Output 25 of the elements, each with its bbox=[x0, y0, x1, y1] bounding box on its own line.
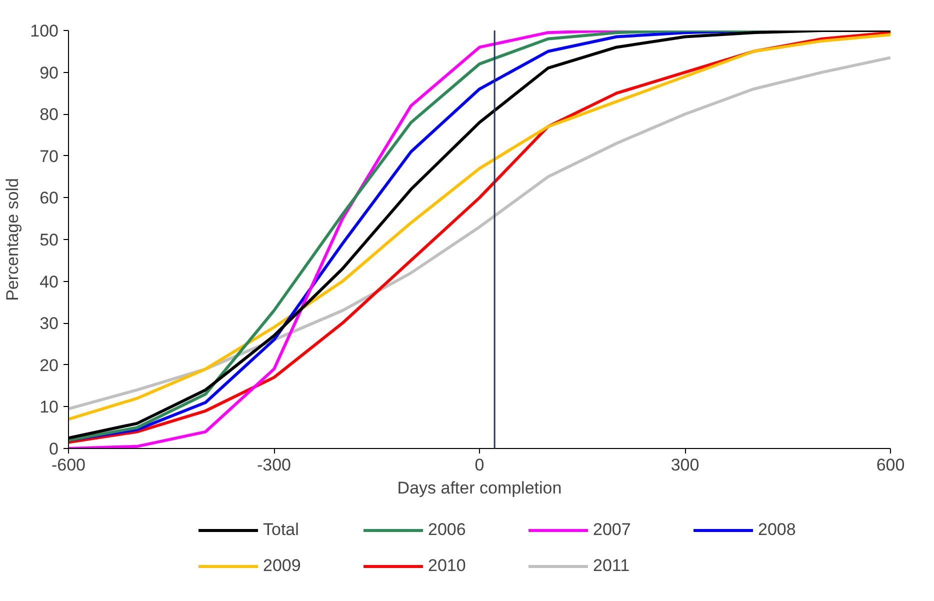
y-tick-label: 30 bbox=[40, 314, 59, 334]
y-tick-label: 60 bbox=[40, 188, 59, 208]
legend-label: 2007 bbox=[593, 520, 632, 540]
x-tick-label: 300 bbox=[670, 456, 700, 474]
x-tick-label: -600 bbox=[51, 456, 86, 474]
y-tick-label: 40 bbox=[40, 272, 59, 292]
y-tick-label: 80 bbox=[40, 105, 59, 124]
legend-label: 2009 bbox=[263, 556, 302, 576]
x-tick-label: 0 bbox=[474, 456, 484, 474]
legend-label: 2011 bbox=[593, 556, 631, 576]
x-axis-title: Days after completion bbox=[397, 478, 562, 498]
y-axis-title: Percentage sold bbox=[3, 178, 22, 301]
y-tick-label: 10 bbox=[40, 398, 59, 417]
legend-label: 2010 bbox=[428, 556, 467, 576]
y-tick-label: 100 bbox=[30, 22, 59, 40]
y-tick-label: 50 bbox=[40, 230, 59, 250]
legend-label: Total bbox=[263, 520, 300, 540]
x-tick-label: 600 bbox=[876, 456, 905, 474]
legend-label: 2006 bbox=[428, 520, 467, 540]
legend-label: 2008 bbox=[758, 520, 797, 540]
y-tick-label: 70 bbox=[40, 146, 59, 166]
x-tick-label: -300 bbox=[256, 456, 292, 474]
y-tick-label: 0 bbox=[49, 440, 59, 458]
y-tick-label: 90 bbox=[40, 63, 59, 82]
y-tick-label: 20 bbox=[40, 356, 59, 375]
